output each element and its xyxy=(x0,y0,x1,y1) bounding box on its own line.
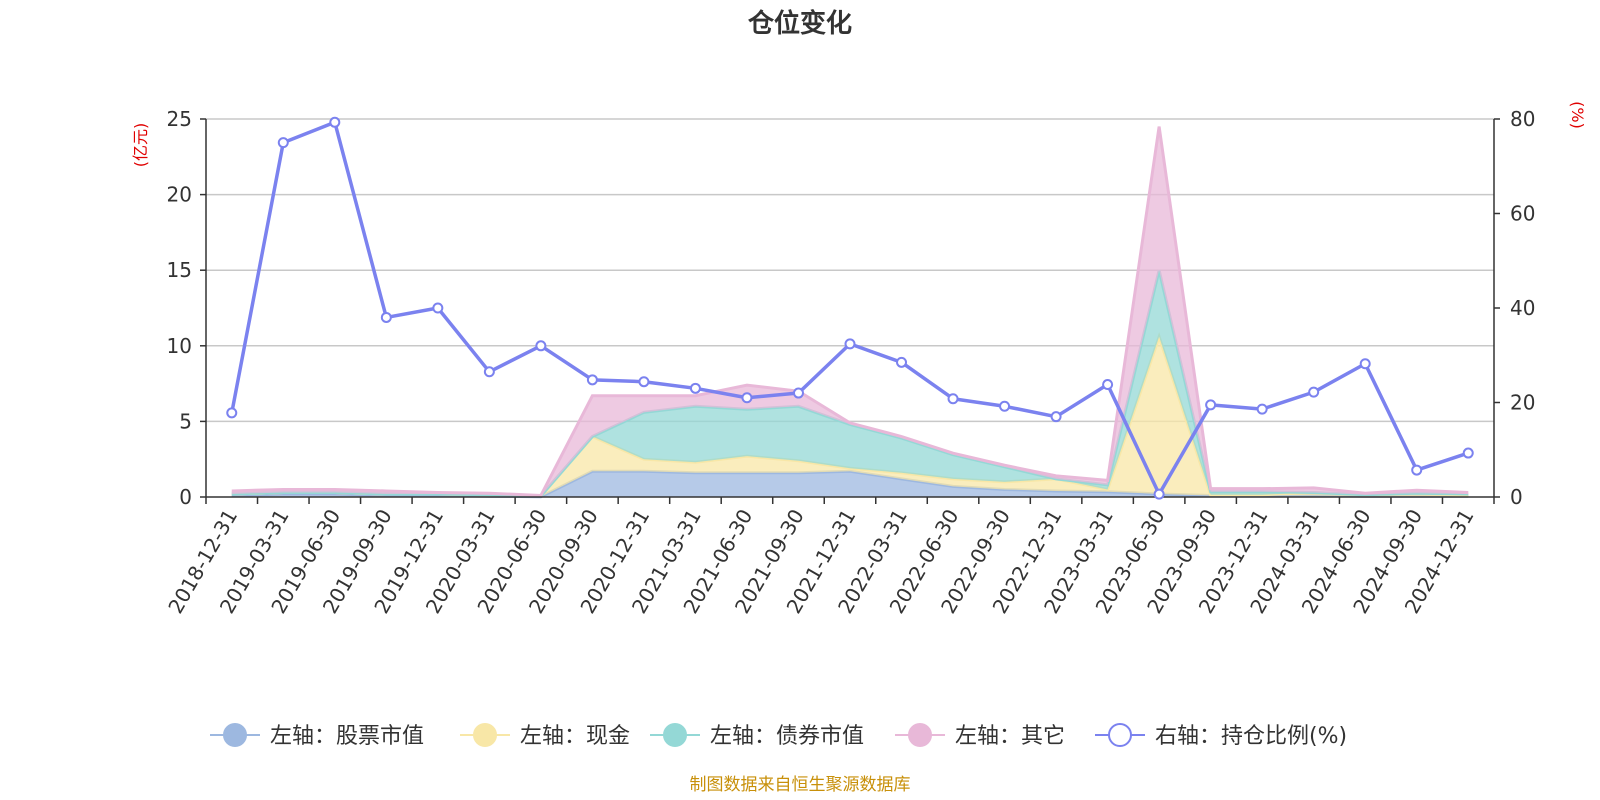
left-axis-label: 25 xyxy=(167,107,192,131)
position-ratio-line xyxy=(226,116,1474,500)
ratio-point xyxy=(1462,447,1474,459)
ratio-point xyxy=(947,393,959,405)
area-series-3 xyxy=(231,270,1469,496)
ratio-point xyxy=(1256,403,1268,415)
legend-marker-icon xyxy=(663,723,687,747)
area-series-4-edge xyxy=(231,126,1469,498)
legend-marker-icon xyxy=(908,723,932,747)
ratio-point xyxy=(432,302,444,314)
ratio-point xyxy=(1411,464,1423,476)
ratio-point xyxy=(586,374,598,386)
legend-label: 左轴：股票市值 xyxy=(270,724,424,749)
ratio-point xyxy=(741,392,753,404)
ratio-point xyxy=(277,137,289,149)
left-axis-label: 15 xyxy=(167,258,192,282)
right-axis-label: 0 xyxy=(1510,485,1523,509)
ratio-point xyxy=(792,387,804,399)
ratio-point xyxy=(1153,488,1165,500)
left-axis-label: 20 xyxy=(167,183,192,207)
legend: 左轴：股票市值 左轴：现金 左轴：债券市值 左轴：其它 右轴：持仓比例(%) xyxy=(210,723,1347,749)
ratio-point xyxy=(689,382,701,394)
ratio-point xyxy=(844,338,856,350)
area-series-1 xyxy=(231,471,1469,497)
ratio-point xyxy=(226,407,238,419)
right-axis-label: 40 xyxy=(1510,296,1535,320)
chart-title: 仓位变化 xyxy=(747,8,852,39)
ratio-point xyxy=(896,356,908,368)
ratio-point xyxy=(535,340,547,352)
left-axis-label: 0 xyxy=(179,485,192,509)
legend-label: 左轴：现金 xyxy=(520,724,630,749)
legend-marker-icon xyxy=(223,723,247,747)
ratio-point xyxy=(1050,411,1062,423)
stacked-areas xyxy=(231,126,1469,499)
ratio-point xyxy=(1308,386,1320,398)
ratio-point xyxy=(483,366,495,378)
left-axis-label: 5 xyxy=(179,409,192,433)
right-axis-unit: (%) xyxy=(1568,101,1587,129)
ratio-point xyxy=(380,311,392,323)
area-series-2 xyxy=(231,336,1469,497)
area-series-4 xyxy=(231,126,1469,496)
data-source-note: 制图数据来自恒生聚源数据库 xyxy=(690,775,911,795)
ratio-point xyxy=(638,376,650,388)
axes: 05101520250204060802018-12-312019-03-312… xyxy=(163,107,1535,618)
ratio-point xyxy=(1359,358,1371,370)
legend-label: 右轴：持仓比例(%) xyxy=(1155,724,1347,749)
right-axis-label: 20 xyxy=(1510,391,1535,415)
grid-lines xyxy=(206,118,1494,423)
ratio-point xyxy=(329,116,341,128)
right-axis-label: 80 xyxy=(1510,107,1535,131)
legend-label: 左轴：债券市值 xyxy=(710,724,864,749)
ratio-point xyxy=(1102,379,1114,391)
left-axis-label: 10 xyxy=(167,334,192,358)
legend-marker-icon xyxy=(473,723,497,747)
right-axis-label: 60 xyxy=(1510,202,1535,226)
ratio-point xyxy=(1205,399,1217,411)
legend-label: 左轴：其它 xyxy=(955,724,1065,749)
left-axis-unit: (亿元) xyxy=(131,123,150,168)
legend-marker-icon xyxy=(1108,723,1132,747)
ratio-point xyxy=(999,400,1011,412)
